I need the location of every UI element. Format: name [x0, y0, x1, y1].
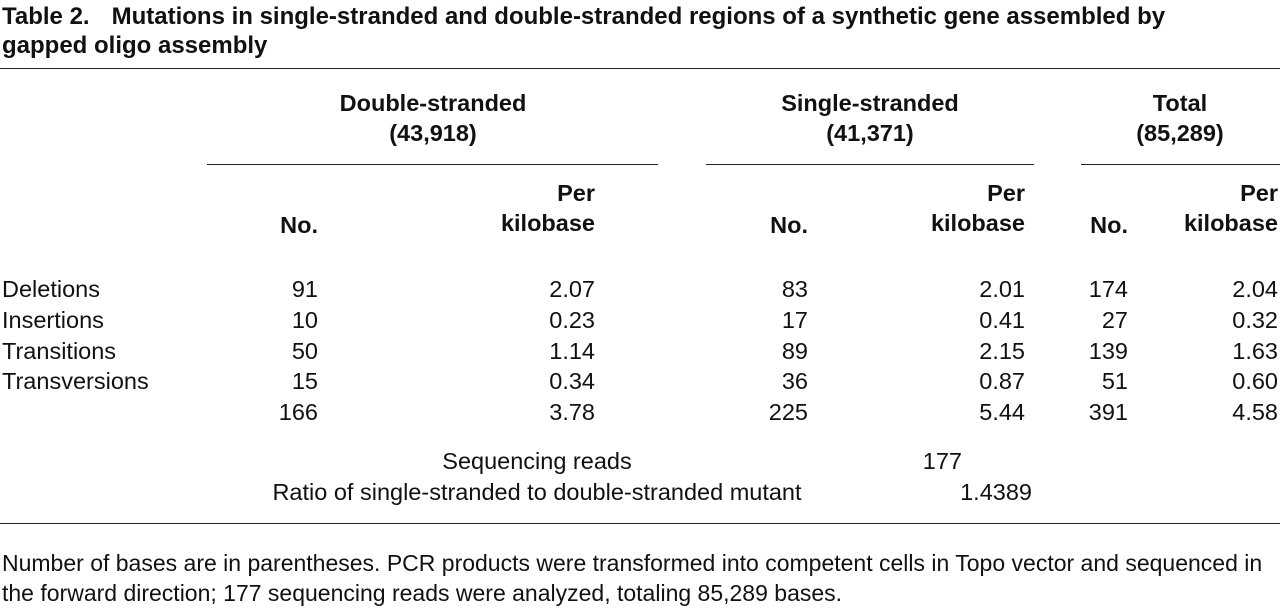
table-title: Table 2. Mutations in single-stranded and…	[2, 2, 1242, 60]
cell: 0.34	[549, 368, 595, 394]
cell: 391	[1088, 399, 1128, 425]
group-name: Double-stranded	[339, 90, 527, 116]
summary-value: 177	[922, 448, 962, 474]
group-name: Total	[1152, 90, 1208, 116]
summary-label: Sequencing reads	[442, 448, 632, 474]
cell: 91	[291, 276, 318, 302]
top-rule	[0, 68, 1280, 69]
group-rule	[706, 164, 1034, 165]
column-header: Per kilobase	[500, 180, 595, 236]
row-label: Transversions	[2, 368, 149, 394]
cell: 89	[781, 338, 808, 364]
cell: 0.87	[979, 368, 1025, 394]
cell: 4.58	[1232, 399, 1278, 425]
group-bases: (43,918)	[389, 120, 477, 146]
group-rule	[207, 164, 658, 165]
cell: 3.78	[549, 399, 595, 425]
cell: 50	[291, 338, 318, 364]
column-header: Per kilobase	[1183, 180, 1278, 236]
cell: 10	[291, 307, 318, 333]
cell: 83	[781, 276, 808, 302]
footnote: Number of bases are in parentheses. PCR …	[2, 550, 1263, 606]
cell: 139	[1088, 338, 1128, 364]
cell: 1.63	[1232, 338, 1278, 364]
column-header: No.	[1090, 212, 1128, 238]
cell: 174	[1088, 276, 1128, 302]
group-bases: (41,371)	[826, 120, 914, 146]
summary-value: 1.4389	[960, 479, 1032, 505]
group-bases: (85,289)	[1136, 120, 1224, 146]
cell: 0.60	[1232, 368, 1278, 394]
title-label: Table 2.	[2, 3, 90, 30]
group-name: Single-stranded	[781, 90, 959, 116]
cell: 5.44	[979, 399, 1025, 425]
cell: 15	[291, 368, 318, 394]
cell: 2.04	[1232, 276, 1278, 302]
cell: 17	[781, 307, 808, 333]
cell: 166	[278, 399, 318, 425]
summary-label: Ratio of single-stranded to double-stran…	[272, 479, 802, 505]
cell: 225	[768, 399, 808, 425]
cell: 0.23	[549, 307, 595, 333]
title-text: Mutations in single-stranded and double-…	[2, 3, 1166, 59]
cell: 0.41	[979, 307, 1025, 333]
bottom-rule	[0, 523, 1280, 524]
group-rule	[1081, 164, 1280, 165]
row-label: Insertions	[2, 307, 104, 333]
cell: 2.07	[549, 276, 595, 302]
row-label: Deletions	[2, 276, 100, 302]
cell: 51	[1101, 368, 1128, 394]
cell: 2.15	[979, 338, 1025, 364]
column-header: No.	[770, 212, 808, 238]
cell: 2.01	[979, 276, 1025, 302]
cell: 36	[781, 368, 808, 394]
row-label: Transitions	[2, 338, 117, 364]
column-header: No.	[280, 212, 318, 238]
cell: 1.14	[549, 338, 595, 364]
cell: 0.32	[1232, 307, 1278, 333]
column-header: Per kilobase	[930, 180, 1025, 236]
cell: 27	[1101, 307, 1128, 333]
